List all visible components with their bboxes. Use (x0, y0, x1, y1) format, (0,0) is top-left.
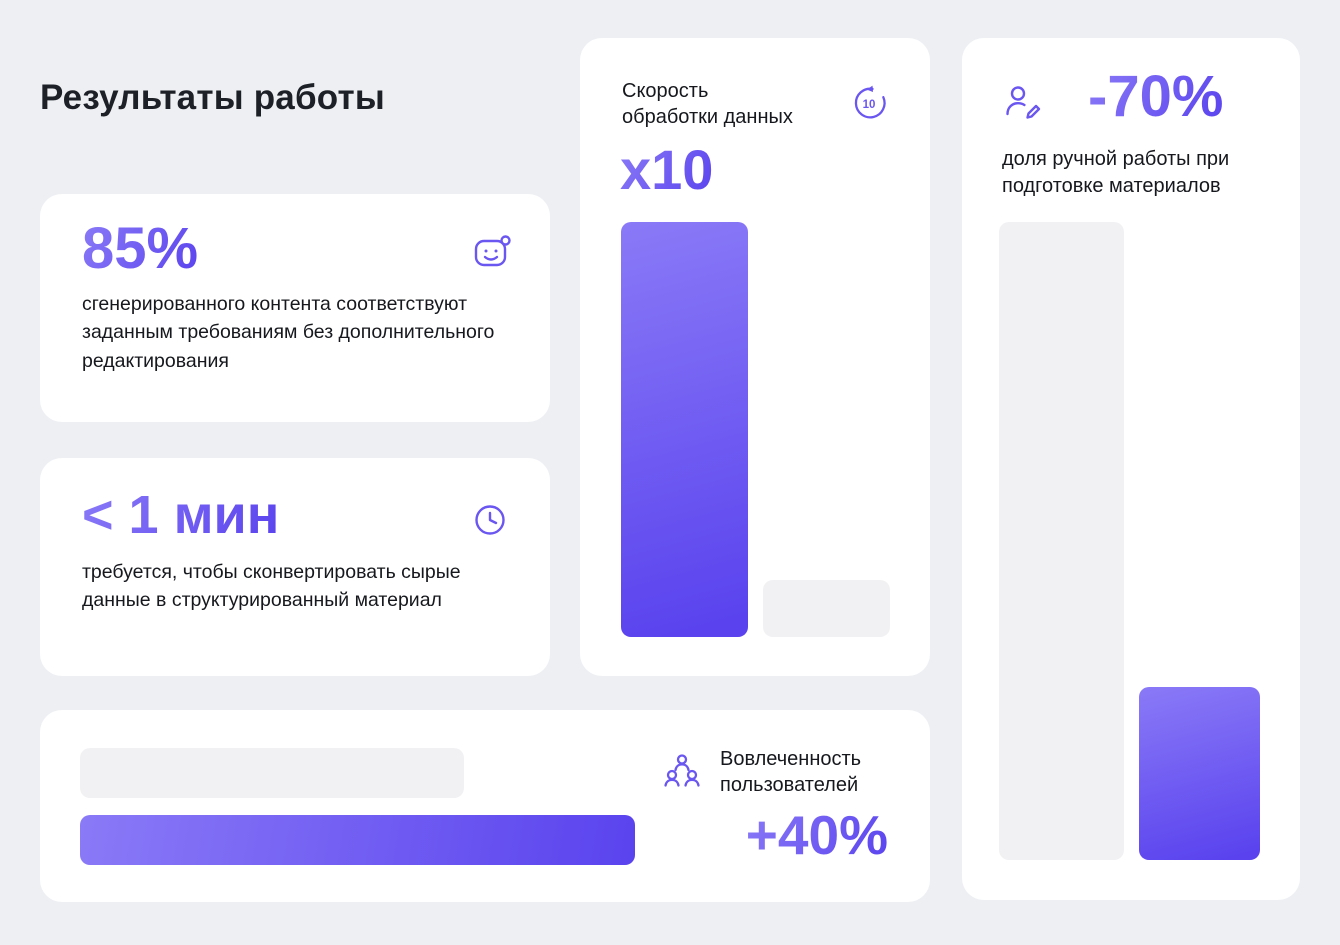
conversion-time-value: < 1 мин (82, 485, 280, 545)
speed-bar-baseline (763, 580, 890, 637)
user-edit-icon (1000, 80, 1046, 126)
manual-work-description: доля ручной работы при подготовке матери… (1002, 148, 1230, 197)
processing-speed-value: x10 (620, 138, 714, 201)
users-group-icon (660, 750, 704, 794)
manual-work-bar-baseline (999, 222, 1124, 860)
manual-work-value: -70% (1088, 64, 1224, 129)
manual-work-card: -70% доля ручной работы при подготовке м… (962, 38, 1300, 900)
rotate-icon-number: 10 (863, 99, 876, 111)
content-quality-card: 85% сгенерированного контента соответств… (40, 194, 550, 422)
speed-bar-highlighted (621, 222, 748, 637)
content-quality-value: 85% (82, 216, 199, 281)
content-quality-description: сгенерированного контента соответствуют … (82, 293, 495, 372)
conversion-time-card: < 1 мин требуется, чтобы сконвертировать… (40, 458, 550, 676)
manual-work-bar-highlighted (1139, 687, 1260, 860)
engagement-bar-baseline (80, 748, 464, 798)
page-title: Результаты работы (40, 78, 385, 117)
clock-icon (472, 502, 508, 538)
image-smile-icon (470, 230, 514, 274)
rotate-counterclockwise-icon: 10 (850, 84, 888, 122)
engagement-card: Вовлеченность пользователей +40% (40, 710, 930, 902)
engagement-label: Вовлеченность пользователей (720, 748, 862, 797)
processing-speed-card: Скорость обработки данных 10 x10 (580, 38, 930, 676)
processing-speed-label: Скорость обработки данных (622, 80, 793, 129)
engagement-value: +40% (745, 804, 888, 866)
engagement-bar-highlighted (80, 815, 635, 865)
conversion-time-description: требуется, чтобы сконвертировать сырые д… (82, 561, 461, 612)
